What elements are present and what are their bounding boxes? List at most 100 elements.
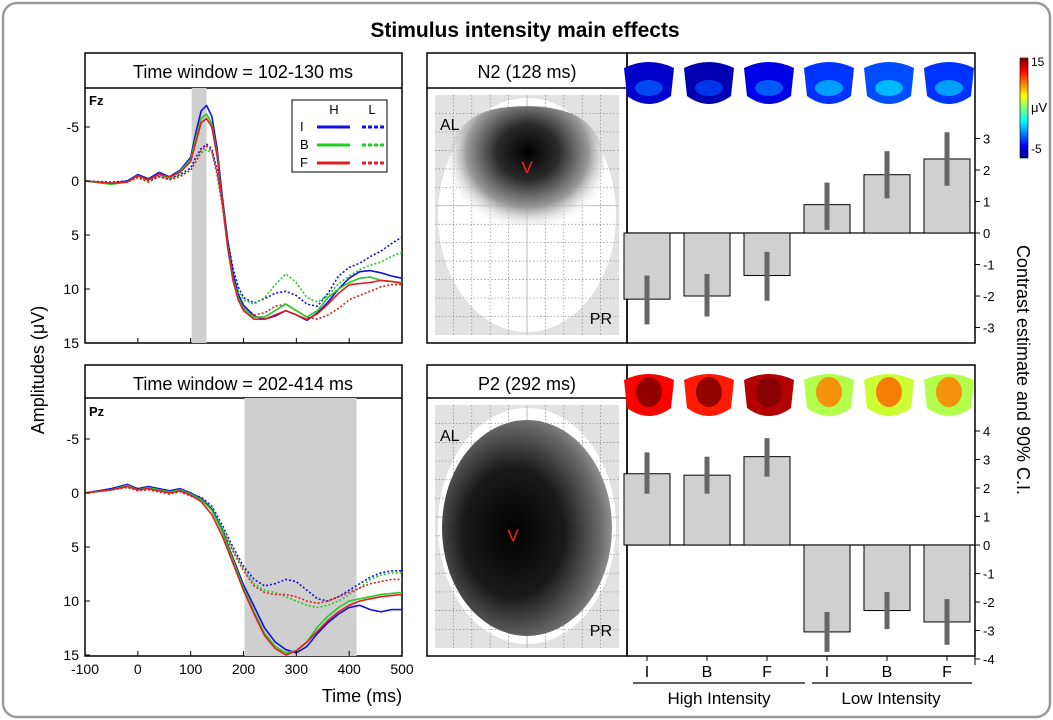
topomap-gradient [755,80,783,96]
bottom-peak-marker: V [507,526,519,545]
bar-panel-top-frame [626,52,976,344]
top-contrast-bars: -3 -2 -1 0 1 2 3 [623,132,995,336]
top-n2-activity-map [445,106,605,251]
x-axis-label: Time (ms) [322,686,402,706]
topomap-gradient [875,80,903,96]
erp-trace-B-H [85,484,402,654]
group-label-low: Low Intensity [841,689,941,708]
colorbar-unit: μV [1031,100,1047,115]
bar-category-label: I [825,664,829,681]
top-window-label: Time window = 102-130 ms [133,62,353,82]
topomap-hotspot [696,377,722,407]
bottom-component-label: P2 (292 ms) [478,374,576,394]
scalp-map-bottom: P2 (292 ms) AL PR V [426,364,628,657]
erp-ytick-label: 0 [71,173,79,189]
figure-title: Stimulus intensity main effects [370,19,679,42]
erp-ytick-label: 10 [63,281,79,297]
bar-ytick-label: 0 [983,226,990,241]
bottom-map-label-al: AL [440,428,460,445]
erp-trace-F-H [85,117,402,321]
bar-ytick-label: 3 [983,132,990,147]
bar-category-label: B [882,664,893,681]
top-map-label-al: AL [440,117,460,134]
erp-ytick-label: 0 [71,485,79,501]
bar-ytick-label: 3 [983,453,990,468]
erp-xtick-label: 500 [390,661,414,677]
erp-xtick-label: -100 [71,661,99,677]
legend-row-B: B [300,137,309,152]
right-ylabel: Contrast estimate and 90% C.I. [1013,245,1033,495]
topomap-hotspot [816,377,842,407]
erp-legend: H L I B F [291,99,388,173]
bar-category-label: F [762,664,772,681]
bar-ytick-label: 2 [983,163,990,178]
bar-category-label: F [942,664,952,681]
legend-box [291,99,388,173]
top-topomap-row [624,62,974,104]
bar-ytick-label: -1 [983,567,995,582]
topomap-hotspot [636,377,662,407]
topomap-gradient [635,80,663,96]
bar-ytick-label: -3 [983,321,995,336]
topomap-gradient [935,80,963,96]
erp-ytick-label: -5 [67,119,80,135]
bottom-window-label: Time window = 202-414 ms [133,374,353,394]
topomap-hotspot [756,377,782,407]
erp-xtick-label: 200 [232,661,256,677]
bottom-channel-label: Pz [89,404,105,419]
legend-row-F: F [300,155,308,170]
top-erp-traces [85,104,402,322]
erp-ytick-label: 5 [71,227,79,243]
bar-ytick-label: -3 [983,624,995,639]
top-peak-marker: V [521,158,533,177]
bar-ytick-label: 2 [983,481,990,496]
bar-category-label: B [702,664,713,681]
erp-ytick-label: 5 [71,539,79,555]
bottom-erp-x-ticks: -100 0 100 200 300 400 500 [71,651,414,677]
erp-trace-B-L [85,148,402,305]
topomap-gradient [815,80,843,96]
scalp-map-top: N2 (128 ms) AL PR V [426,52,628,344]
erp-panel-bottom: Time window = 202-414 ms Pz -5 0 5 10 15 -10… [63,364,414,677]
bottom-shaded-window [244,398,357,656]
bar-category-label: I [645,664,649,681]
bottom-erp-traces [85,483,402,656]
left-ylabel: Amplitudes (μV) [28,306,48,434]
bottom-contrast-bars: -4 -3 -2 -1 0 1 2 3 4 [623,424,995,667]
topomap-hotspot [876,377,902,407]
erp-trace-I-L [85,484,402,602]
colorbar-gradient [1019,57,1029,159]
group-label-high: High Intensity [668,689,771,708]
bottom-erp-y-axis: -5 0 5 10 15 [63,431,90,663]
erp-trace-I-H [85,483,402,654]
bottom-p2-activity-map [442,420,612,636]
erp-xtick-label: 400 [337,661,361,677]
colorbar: 15 μV -5 [1019,55,1047,159]
bar-panel-bottom-frame [626,364,976,657]
erp-panel-top: Time window = 102-130 ms Fz -5 0 5 10 15 H L… [63,52,403,351]
legend-header-H: H [329,102,338,117]
erp-panel-top-frame [84,52,403,344]
bottom-topomap-row [624,374,974,416]
erp-trace-I-H [85,104,402,322]
bar-ytick-label: 1 [983,195,990,210]
top-erp-y-axis: -5 0 5 10 15 [63,119,90,351]
erp-ytick-label: 15 [63,647,79,663]
bar-ytick-label: 0 [983,538,990,553]
erp-trace-F-L [85,486,402,605]
bar-ytick-label: -2 [983,595,995,610]
bar-ytick-label: 4 [983,424,990,439]
erp-trace-B-L [85,485,402,609]
bar-ytick-label: -1 [983,258,995,273]
erp-xtick-label: 100 [179,661,203,677]
erp-ytick-label: 10 [63,593,79,609]
topomap-hotspot [936,377,962,407]
erp-ytick-label: 15 [63,335,79,351]
erp-trace-I-L [85,143,402,308]
legend-row-I: I [300,119,304,134]
bar-ytick-label: -4 [983,652,995,667]
colorbar-tick-min: -5 [1031,142,1042,156]
